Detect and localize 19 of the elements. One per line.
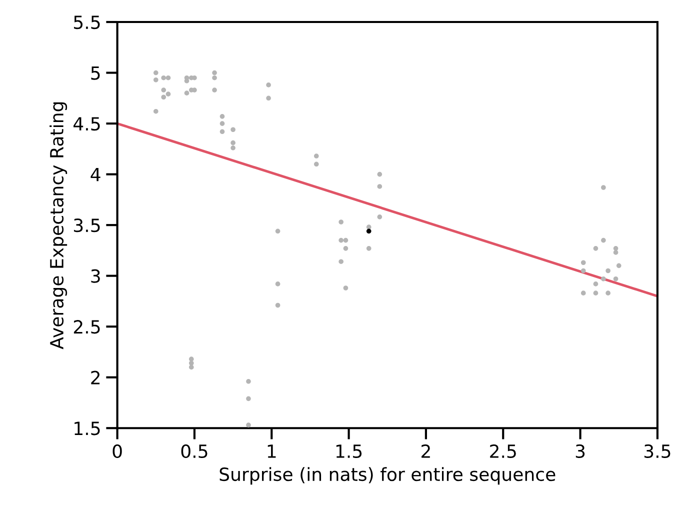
y-tick-label: 1.5 (74, 422, 100, 436)
y-tick-label: 3 (91, 269, 100, 283)
x-tick-label: 3.5 (644, 444, 670, 458)
y-tick-label: 2 (91, 370, 100, 384)
y-tick-label: 3.5 (74, 218, 100, 232)
x-tick-label: 3 (576, 444, 585, 458)
y-tick-label: 5 (91, 66, 100, 80)
x-tick-label: 1.5 (336, 444, 362, 458)
y-axis-title: Average Expectancy Rating (50, 102, 68, 350)
x-axis-title: Surprise (in nats) for entire sequence (220, 467, 556, 485)
x-tick-label: 0 (112, 444, 122, 458)
y-tick-label: 4 (90, 168, 100, 182)
x-tick-label: 2 (422, 444, 430, 458)
y-tick-label: 2.5 (74, 320, 100, 334)
y-tick-label: 4.5 (74, 117, 100, 131)
y-tick-label: 5.5 (74, 16, 100, 30)
x-tick-label: 2.5 (490, 444, 516, 458)
x-tick-label: 0.5 (181, 444, 208, 458)
x-tick-label: 1 (268, 444, 276, 458)
